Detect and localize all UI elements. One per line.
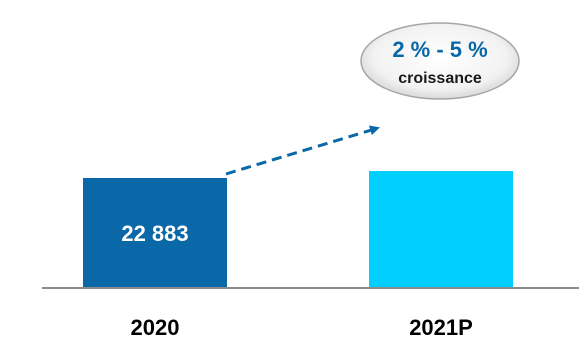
growth-caption: croissance <box>398 70 482 87</box>
growth-range-label: 2 % - 5 % <box>392 37 487 62</box>
bar-2021p <box>369 171 513 288</box>
bar-value-label: 22 883 <box>121 221 188 246</box>
bars-layer <box>83 171 513 288</box>
bar-2020 <box>83 178 227 288</box>
category-label: 2021P <box>409 315 473 340</box>
category-label: 2020 <box>131 315 180 340</box>
labels-layer: 22 883 2020 2021P <box>121 221 472 340</box>
growth-arrow <box>225 125 380 176</box>
growth-bubble: 2 % - 5 % croissance <box>360 22 520 100</box>
growth-bubble-shape <box>360 22 520 100</box>
